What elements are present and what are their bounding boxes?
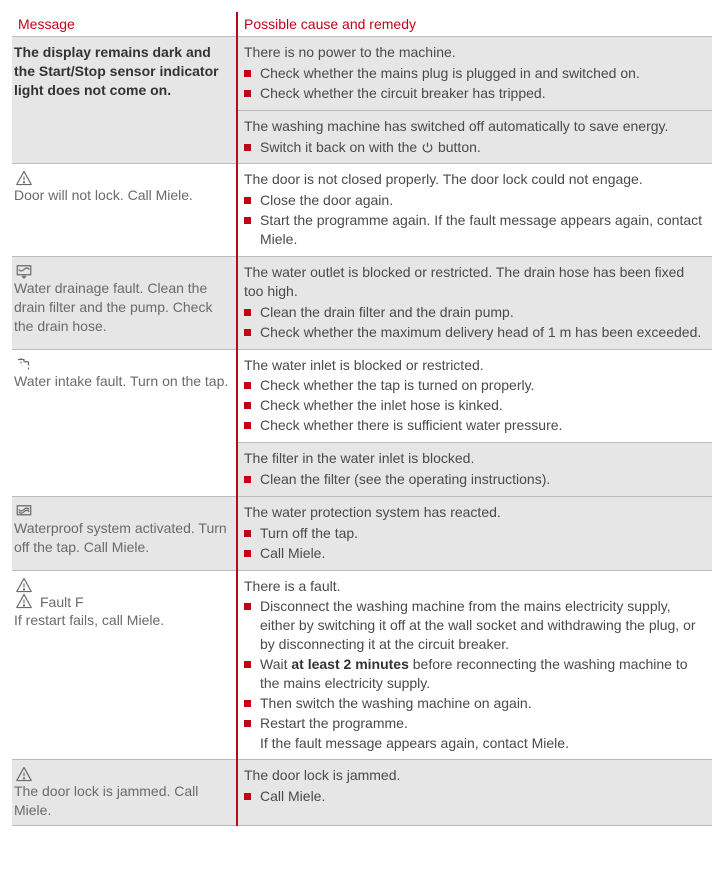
remedy-item: Clean the filter (see the operating inst… — [244, 470, 706, 489]
remedy-item: Call Miele. — [244, 787, 706, 806]
remedy-item: Switch it back on with the button. — [244, 138, 706, 157]
message-text: Water drainage fault. Clean the drain fi… — [14, 279, 230, 336]
remedy-item: Clean the drain filter and the drain pum… — [244, 303, 706, 322]
message-cell: Water intake fault. Turn on the tap. — [12, 349, 237, 496]
remedy-intro: The water outlet is blocked or restricte… — [244, 263, 706, 301]
message-text: Fault F If restart fails, call Miele. — [14, 593, 230, 631]
remedy-text: Switch it back on with the — [260, 139, 421, 155]
table-row: Door will not lock. Call Miele. The door… — [12, 164, 712, 257]
remedy-intro: There is no power to the machine. — [244, 43, 706, 62]
remedy-text: button. — [438, 139, 481, 155]
power-icon — [421, 141, 434, 154]
remedy-cell: The water protection system has reacted.… — [237, 496, 712, 570]
remedy-intro: The washing machine has switched off aut… — [244, 117, 706, 136]
remedy-intro: The door lock is jammed. — [244, 766, 706, 785]
message-text: Door will not lock. Call Miele. — [14, 186, 230, 205]
remedy-item: Disconnect the washing machine from the … — [244, 597, 706, 654]
warning-icon — [14, 577, 34, 593]
message-cell: Door will not lock. Call Miele. — [12, 164, 237, 257]
remedy-cell: The door is not closed properly. The doo… — [237, 164, 712, 257]
header-message: Message — [12, 12, 237, 37]
remedy-cell: The washing machine has switched off aut… — [237, 110, 712, 164]
remedy-list: Check whether the mains plug is plugged … — [244, 64, 706, 103]
message-cell: Fault F If restart fails, call Miele. — [12, 570, 237, 759]
message-cell: Water drainage fault. Clean the drain fi… — [12, 257, 237, 350]
remedy-list: Clean the filter (see the operating inst… — [244, 470, 706, 489]
table-row: The door lock is jammed. Call Miele. The… — [12, 759, 712, 826]
remedy-text: Wait — [260, 656, 291, 672]
remedy-item: Close the door again. — [244, 191, 706, 210]
remedy-intro: The filter in the water inlet is blocked… — [244, 449, 706, 468]
table-row: The display remains dark and the Start/S… — [12, 37, 712, 111]
troubleshooting-table: Message Possible cause and remedy The di… — [12, 12, 712, 826]
remedy-item: Check whether the inlet hose is kinked. — [244, 396, 706, 415]
remedy-list: Close the door again. Start the programm… — [244, 191, 706, 249]
remedy-item: Start the programme again. If the fault … — [244, 211, 706, 249]
message-text: The door lock is jammed. Call Miele. — [14, 782, 230, 820]
remedy-intro: The water protection system has reacted. — [244, 503, 706, 522]
message-text: Waterproof system activated. Turn off th… — [14, 519, 230, 557]
remedy-cell: The water outlet is blocked or restricte… — [237, 257, 712, 350]
message-line: If restart fails, call Miele. — [14, 611, 230, 630]
message-text: The display remains dark and the Start/S… — [14, 43, 230, 100]
remedy-item: Check whether the circuit breaker has tr… — [244, 84, 706, 103]
remedy-cell: The filter in the water inlet is blocked… — [237, 443, 712, 497]
remedy-item: Then switch the washing machine on again… — [244, 694, 706, 713]
remedy-cell: The door lock is jammed. Call Miele. — [237, 759, 712, 826]
message-cell: The display remains dark and the Start/S… — [12, 37, 237, 164]
message-cell: The door lock is jammed. Call Miele. — [12, 759, 237, 826]
remedy-item: Call Miele. — [244, 544, 706, 563]
remedy-list: Disconnect the washing machine from the … — [244, 597, 706, 732]
remedy-list: Check whether the tap is turned on prope… — [244, 376, 706, 435]
header-remedy: Possible cause and remedy — [237, 12, 712, 37]
remedy-cell: There is a fault. Disconnect the washing… — [237, 570, 712, 759]
message-text: Water intake fault. Turn on the tap. — [14, 372, 230, 391]
remedy-item: Wait at least 2 minutes before reconnect… — [244, 655, 706, 693]
remedy-item: Check whether there is sufficient water … — [244, 416, 706, 435]
drainage-icon — [14, 263, 34, 279]
warning-icon — [14, 766, 34, 782]
remedy-item: Check whether the mains plug is plugged … — [244, 64, 706, 83]
remedy-list: Turn off the tap. Call Miele. — [244, 524, 706, 563]
remedy-list: Call Miele. — [244, 787, 706, 806]
remedy-cell: There is no power to the machine. Check … — [237, 37, 712, 111]
table-row: Fault F If restart fails, call Miele. Th… — [12, 570, 712, 759]
waterproof-icon — [14, 503, 34, 519]
table-row: Water drainage fault. Clean the drain fi… — [12, 257, 712, 350]
header-row: Message Possible cause and remedy — [12, 12, 712, 37]
remedy-item: Turn off the tap. — [244, 524, 706, 543]
message-line: Fault F — [40, 593, 84, 612]
remedy-item: Check whether the maximum delivery head … — [244, 323, 706, 342]
remedy-list: Clean the drain filter and the drain pum… — [244, 303, 706, 342]
table-row: Waterproof system activated. Turn off th… — [12, 496, 712, 570]
table-row: Water intake fault. Turn on the tap. The… — [12, 349, 712, 443]
remedy-cell: The water inlet is blocked or restricted… — [237, 349, 712, 443]
remedy-item: Restart the programme. — [244, 714, 706, 733]
intake-icon — [14, 356, 34, 372]
remedy-bold: at least 2 minutes — [291, 656, 409, 672]
remedy-intro: There is a fault. — [244, 577, 706, 596]
message-cell: Waterproof system activated. Turn off th… — [12, 496, 237, 570]
remedy-intro: The water inlet is blocked or restricted… — [244, 356, 706, 375]
warning-icon — [14, 170, 34, 186]
remedy-intro: The door is not closed properly. The doo… — [244, 170, 706, 189]
remedy-list: Switch it back on with the button. — [244, 138, 706, 157]
remedy-item: Check whether the tap is turned on prope… — [244, 376, 706, 395]
remedy-subtext: If the fault message appears again, cont… — [244, 734, 706, 753]
warning-icon — [14, 593, 34, 612]
